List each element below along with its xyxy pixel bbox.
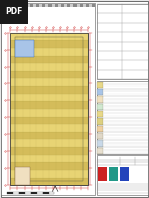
Bar — [10, 86, 88, 94]
Bar — [97, 96, 103, 103]
Bar — [48, 4, 52, 7]
Bar — [19, 192, 25, 194]
Bar — [20, 4, 23, 7]
Bar — [10, 40, 88, 48]
Bar — [13, 192, 19, 194]
Bar — [86, 4, 89, 7]
Bar — [37, 192, 43, 194]
Bar — [15, 167, 30, 185]
Bar — [10, 33, 88, 185]
Bar — [61, 4, 64, 7]
Bar — [23, 4, 27, 7]
Bar — [10, 124, 88, 132]
Bar — [43, 192, 49, 194]
Text: PDF: PDF — [6, 7, 23, 16]
Bar — [5, 4, 8, 7]
Bar — [10, 132, 88, 139]
Bar — [31, 192, 37, 194]
Bar — [15, 40, 34, 57]
Bar — [73, 4, 77, 7]
Bar — [97, 104, 103, 110]
Bar — [14, 4, 17, 7]
Bar — [67, 4, 70, 7]
Bar — [10, 177, 88, 185]
Bar — [97, 81, 148, 154]
Bar — [27, 4, 30, 7]
Bar — [10, 48, 88, 55]
Bar — [0, 0, 28, 24]
Bar — [10, 63, 88, 71]
Bar — [58, 4, 61, 7]
Bar — [10, 147, 88, 155]
Bar — [1, 3, 95, 195]
Bar — [97, 89, 103, 95]
Bar — [10, 94, 88, 101]
Bar — [39, 4, 42, 7]
Bar — [109, 167, 118, 181]
Bar — [97, 155, 148, 195]
Bar — [97, 140, 103, 147]
Bar — [10, 78, 88, 86]
Bar — [10, 170, 88, 177]
Bar — [97, 4, 148, 79]
Bar — [70, 4, 73, 7]
Bar — [25, 192, 31, 194]
Bar — [97, 126, 103, 132]
Bar — [64, 4, 67, 7]
Bar — [1, 4, 5, 7]
Bar — [89, 4, 92, 7]
Bar — [10, 101, 88, 109]
Bar — [98, 167, 107, 181]
Bar — [11, 4, 14, 7]
Bar — [49, 192, 54, 194]
Bar — [33, 4, 36, 7]
Bar — [10, 116, 88, 124]
Bar — [10, 155, 88, 162]
Bar — [77, 4, 80, 7]
Bar — [10, 71, 88, 78]
Bar — [7, 192, 13, 194]
Bar — [97, 82, 103, 88]
Bar — [45, 4, 48, 7]
Bar — [97, 148, 103, 154]
Bar — [15, 37, 83, 181]
Bar — [30, 4, 33, 7]
Bar — [80, 4, 83, 7]
Bar — [17, 4, 20, 7]
Bar — [97, 118, 103, 125]
Bar — [83, 4, 86, 7]
Bar — [42, 4, 45, 7]
Bar — [52, 4, 55, 7]
Bar — [55, 4, 58, 7]
Bar — [10, 33, 88, 185]
Bar — [10, 33, 88, 40]
Text: N: N — [54, 183, 56, 184]
Bar — [10, 139, 88, 147]
Bar — [10, 109, 88, 116]
Bar — [120, 167, 129, 181]
Bar — [97, 133, 103, 139]
Bar — [8, 4, 11, 7]
Bar — [97, 111, 103, 117]
Bar — [92, 4, 95, 7]
Bar — [36, 4, 39, 7]
Bar — [10, 162, 88, 170]
Bar — [10, 55, 88, 63]
